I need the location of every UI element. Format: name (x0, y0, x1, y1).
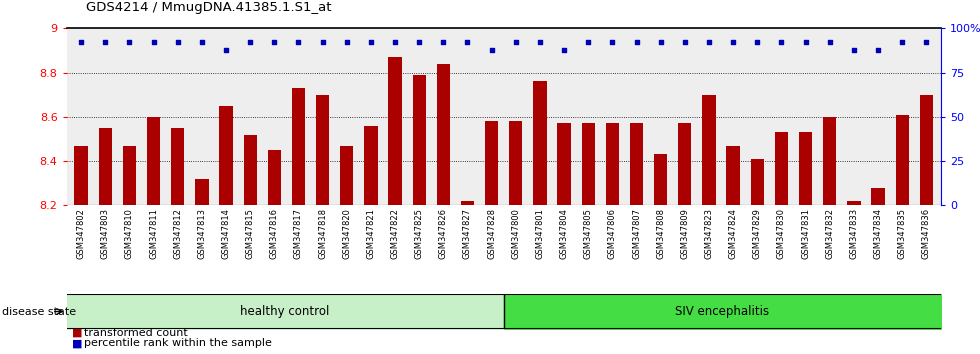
Bar (147, 117, 160, 205)
Bar (220, 106, 232, 205)
Bar (751, 159, 764, 205)
Bar (581, 124, 595, 205)
Bar (172, 128, 184, 205)
Bar (437, 64, 450, 205)
Point (315, 40, 330, 45)
Point (146, 40, 162, 45)
Point (653, 40, 668, 45)
Point (822, 40, 838, 45)
Bar (365, 126, 377, 205)
Point (170, 40, 185, 45)
Point (557, 47, 572, 52)
Text: ■: ■ (72, 328, 82, 338)
Point (580, 40, 596, 45)
Bar (340, 145, 354, 205)
Bar (268, 150, 281, 205)
Point (435, 40, 451, 45)
Bar (510, 121, 522, 205)
Bar (703, 95, 715, 205)
Text: ■: ■ (72, 338, 82, 348)
Point (605, 40, 620, 45)
Point (242, 40, 258, 45)
Bar (919, 95, 933, 205)
Point (219, 47, 234, 52)
Point (532, 40, 548, 45)
Text: transformed count: transformed count (84, 328, 188, 338)
Point (267, 40, 282, 45)
Bar (848, 201, 860, 205)
Bar (606, 124, 619, 205)
Point (97, 40, 113, 45)
Bar (292, 88, 305, 205)
Point (773, 40, 789, 45)
Point (291, 40, 307, 45)
Point (895, 40, 910, 45)
Point (484, 47, 500, 52)
Bar (122, 145, 136, 205)
Text: SIV encephalitis: SIV encephalitis (675, 305, 769, 318)
Bar (726, 145, 740, 205)
Text: healthy control: healthy control (240, 305, 330, 318)
Point (508, 40, 523, 45)
Bar (195, 179, 209, 205)
Text: percentile rank within the sample: percentile rank within the sample (84, 338, 272, 348)
Bar (871, 188, 885, 205)
Text: GDS4214 / MmugDNA.41385.1.S1_at: GDS4214 / MmugDNA.41385.1.S1_at (86, 1, 332, 14)
Bar (388, 57, 402, 205)
Bar (823, 117, 836, 205)
Bar (558, 124, 570, 205)
Bar (485, 121, 498, 205)
Bar (413, 75, 426, 205)
Point (725, 40, 741, 45)
Point (870, 47, 886, 52)
Point (677, 40, 693, 45)
Bar (678, 124, 692, 205)
Point (339, 40, 355, 45)
Bar (461, 201, 474, 205)
Point (363, 40, 378, 45)
Bar (654, 154, 667, 205)
Point (194, 40, 210, 45)
Point (629, 40, 645, 45)
Point (74, 40, 89, 45)
Bar (896, 115, 908, 205)
Bar (775, 132, 788, 205)
Bar (243, 135, 257, 205)
Point (387, 40, 403, 45)
Bar (630, 124, 643, 205)
Point (846, 47, 861, 52)
Point (701, 40, 716, 45)
Bar (74, 145, 88, 205)
Text: disease state: disease state (2, 307, 76, 316)
Point (918, 40, 934, 45)
Point (122, 40, 137, 45)
Point (460, 40, 475, 45)
Bar (99, 128, 112, 205)
Bar (799, 132, 812, 205)
Point (798, 40, 813, 45)
Point (412, 40, 427, 45)
Bar (533, 81, 547, 205)
Bar (316, 95, 329, 205)
Point (750, 40, 765, 45)
